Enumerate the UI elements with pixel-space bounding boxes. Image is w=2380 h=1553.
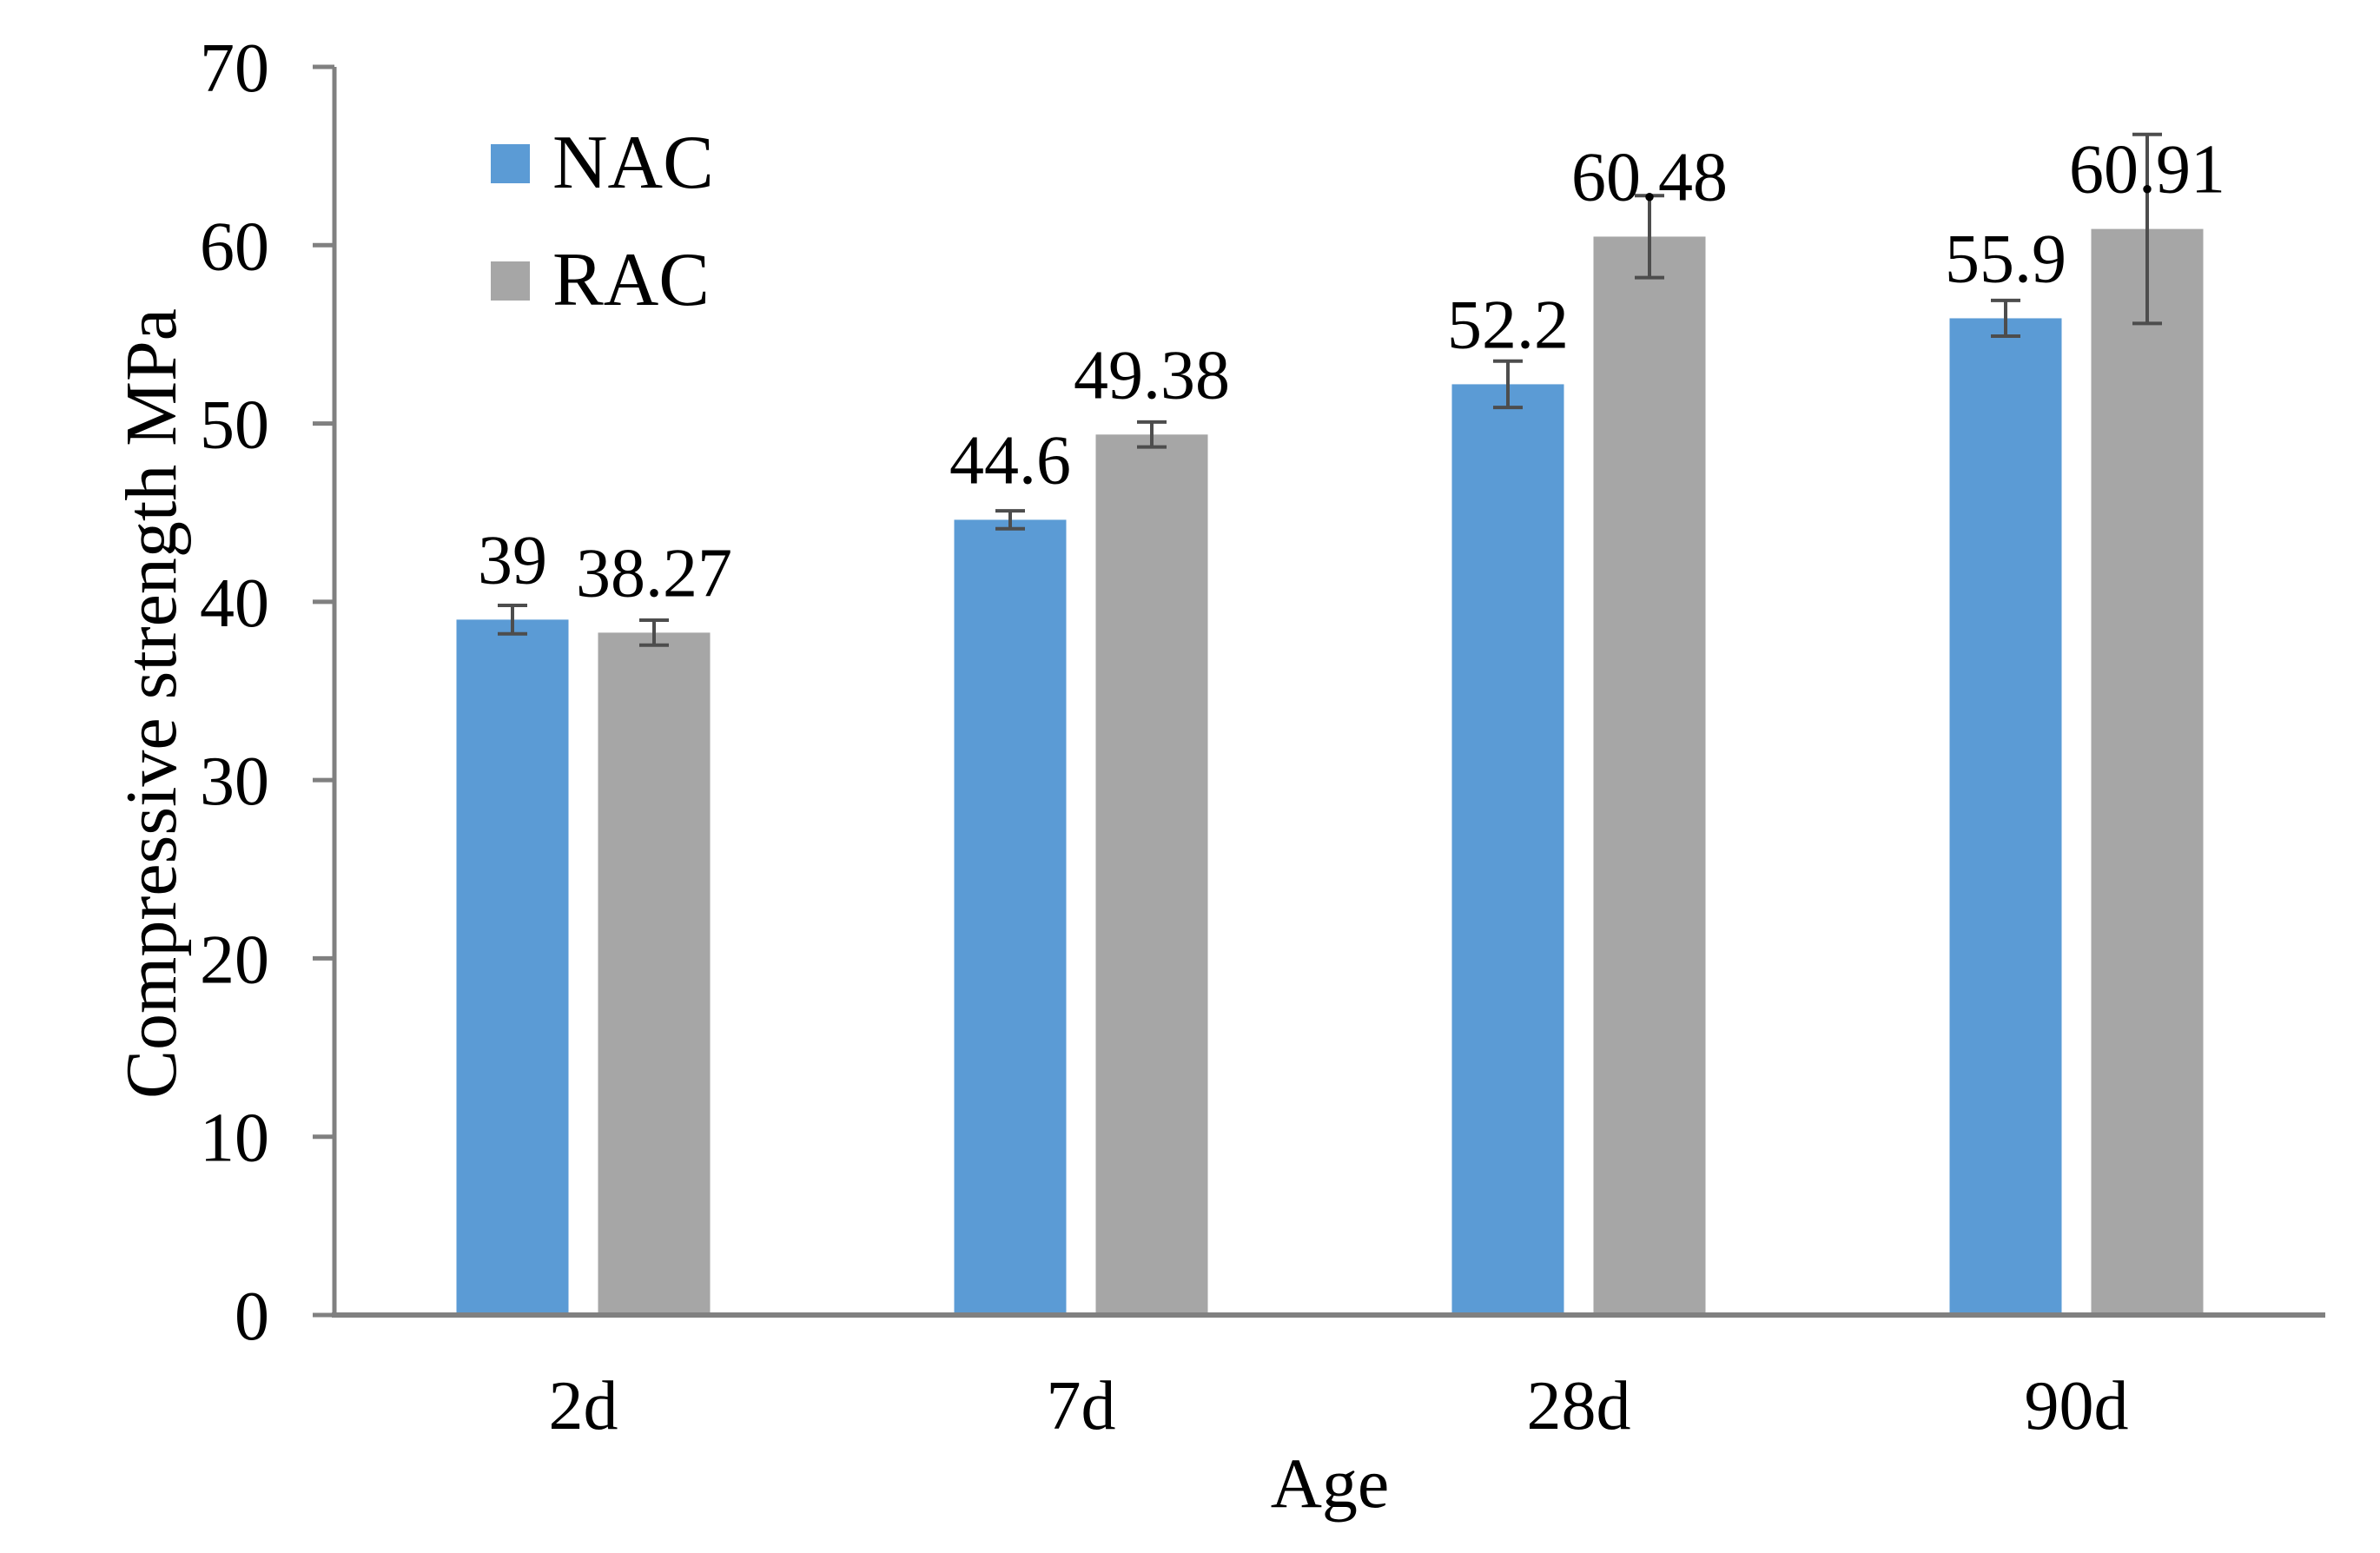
y-tick-label-60: 60	[200, 208, 269, 285]
bar-rac-90d	[2091, 228, 2204, 1315]
y-tick-label-20: 20	[200, 922, 269, 998]
bar-rac-2d	[598, 632, 711, 1315]
x-tick-label-28d: 28d	[1527, 1368, 1631, 1444]
y-tick-label-30: 30	[200, 743, 269, 820]
x-tick-label-7d: 7d	[1047, 1368, 1116, 1444]
value-label-nac-2d: 39	[478, 522, 547, 598]
y-axis-title: Compressive strength MPa	[111, 308, 192, 1099]
legend-label-nac: NAC	[552, 121, 714, 205]
x-tick-label-90d: 90d	[2025, 1368, 2129, 1444]
value-label-nac-90d: 55.9	[1945, 221, 2066, 297]
x-tick-label-2d: 2d	[549, 1368, 618, 1444]
value-label-rac-7d: 49.38	[1074, 337, 1230, 413]
bar-rac-7d	[1095, 434, 1208, 1315]
value-label-nac-7d: 44.6	[949, 422, 1071, 499]
bar-rac-28d	[1593, 236, 1706, 1315]
legend-swatch-rac	[491, 261, 530, 301]
bar-nac-28d	[1451, 384, 1564, 1315]
y-tick-label-0: 0	[235, 1279, 269, 1355]
y-tick-label-40: 40	[200, 565, 269, 642]
bar-nac-2d	[456, 619, 569, 1315]
y-tick-label-50: 50	[200, 387, 269, 464]
y-tick-label-70: 70	[200, 30, 269, 107]
bar-nac-7d	[954, 519, 1067, 1315]
value-label-rac-28d: 60.48	[1571, 139, 1728, 215]
value-label-rac-90d: 60.91	[2069, 132, 2225, 208]
value-label-rac-2d: 38.27	[576, 535, 732, 611]
value-label-nac-28d: 52.2	[1447, 287, 1569, 363]
legend-swatch-nac	[491, 143, 530, 183]
legend-item-rac: RAC	[491, 242, 710, 319]
legend-item-nac: NAC	[491, 125, 714, 202]
x-axis-title: Age	[1270, 1444, 1390, 1523]
bar-nac-90d	[1949, 318, 2062, 1315]
y-tick-label-10: 10	[200, 1100, 269, 1177]
legend-label-rac: RAC	[552, 238, 710, 322]
